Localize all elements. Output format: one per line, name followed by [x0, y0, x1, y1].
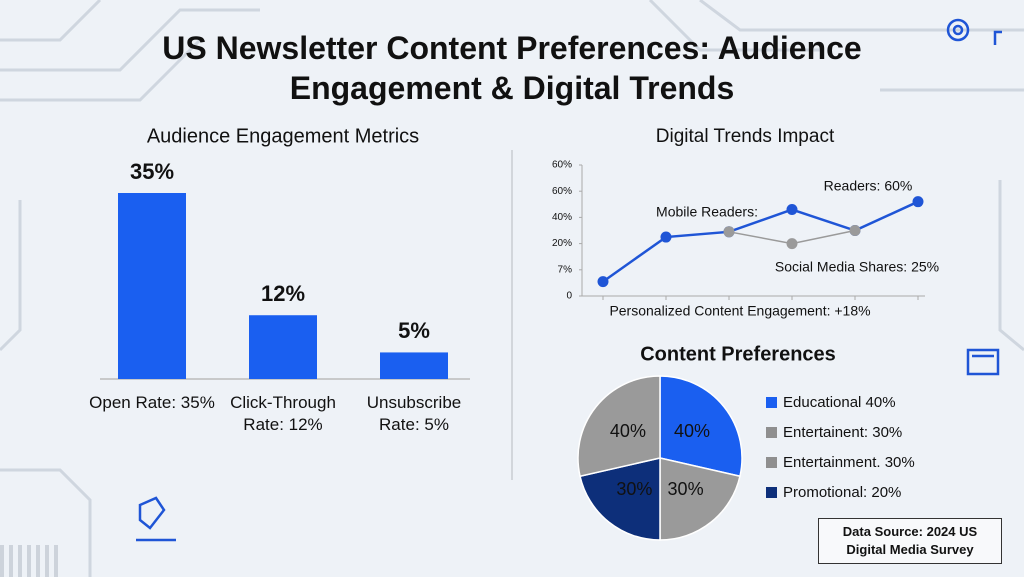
value-label: 35%	[130, 159, 174, 184]
y-tick-label: 40%	[552, 212, 572, 223]
x-tick-label: Click-Through Rate: 12%	[230, 393, 336, 434]
y-tick-label: 0	[566, 291, 572, 302]
legend-swatch	[766, 397, 777, 408]
chart-title: Digital Trends Impact	[656, 126, 835, 147]
slice-label: 40%	[674, 421, 710, 441]
point	[723, 226, 735, 238]
legend-label: Promotional: 20%	[783, 484, 901, 501]
point	[660, 231, 672, 243]
point	[786, 204, 798, 216]
bar	[249, 315, 317, 379]
pie-slice	[579, 457, 661, 541]
y-tick-label: 60%	[552, 186, 572, 197]
annotation: Mobile Readers:	[656, 204, 758, 220]
legend-label: Educational 40%	[783, 394, 896, 411]
legend-label: Entertainent: 30%	[783, 424, 902, 441]
chart-title: Audience Engagement Metrics	[147, 125, 419, 147]
y-tick-label: 7%	[558, 264, 573, 275]
pie-slice	[659, 375, 743, 478]
page-title: US Newsletter Content Preferences: Audie…	[162, 30, 862, 106]
icons	[136, 18, 1002, 542]
x-tick-label: Unsubscribe Rate: 5%	[366, 393, 462, 434]
legend-swatch	[766, 457, 777, 468]
bar	[380, 352, 448, 379]
chart-title: Content Preferences	[640, 343, 836, 365]
series-line	[602, 200, 919, 283]
point	[912, 196, 924, 208]
point	[849, 225, 861, 236]
data-source: Data Source: 2024 US Digital Media Surve…	[818, 518, 1002, 564]
bar	[118, 193, 186, 379]
annotation: Social Media Shares: 25%	[775, 259, 939, 275]
y-tick-label: 60%	[552, 160, 572, 171]
pie-slice	[659, 457, 741, 541]
slice-label: 30%	[668, 479, 704, 499]
barcode	[0, 545, 58, 577]
value-label: 5%	[398, 318, 430, 343]
legend-label: Entertainment. 30%	[783, 454, 915, 471]
y-tick-label: 20%	[552, 238, 572, 249]
value-label: 12%	[261, 281, 305, 306]
slice-label: 40%	[610, 421, 646, 441]
x-tick-label: Open Rate: 35%	[89, 393, 215, 412]
slice-label: 30%	[616, 479, 652, 499]
annotation: Personalized Content Engagement: +18%	[609, 303, 870, 319]
annotation: Readers: 60%	[824, 178, 913, 194]
pie-slice	[577, 375, 661, 478]
point	[786, 238, 798, 250]
legend-swatch	[766, 487, 777, 498]
point	[597, 276, 609, 288]
legend-swatch	[766, 427, 777, 438]
